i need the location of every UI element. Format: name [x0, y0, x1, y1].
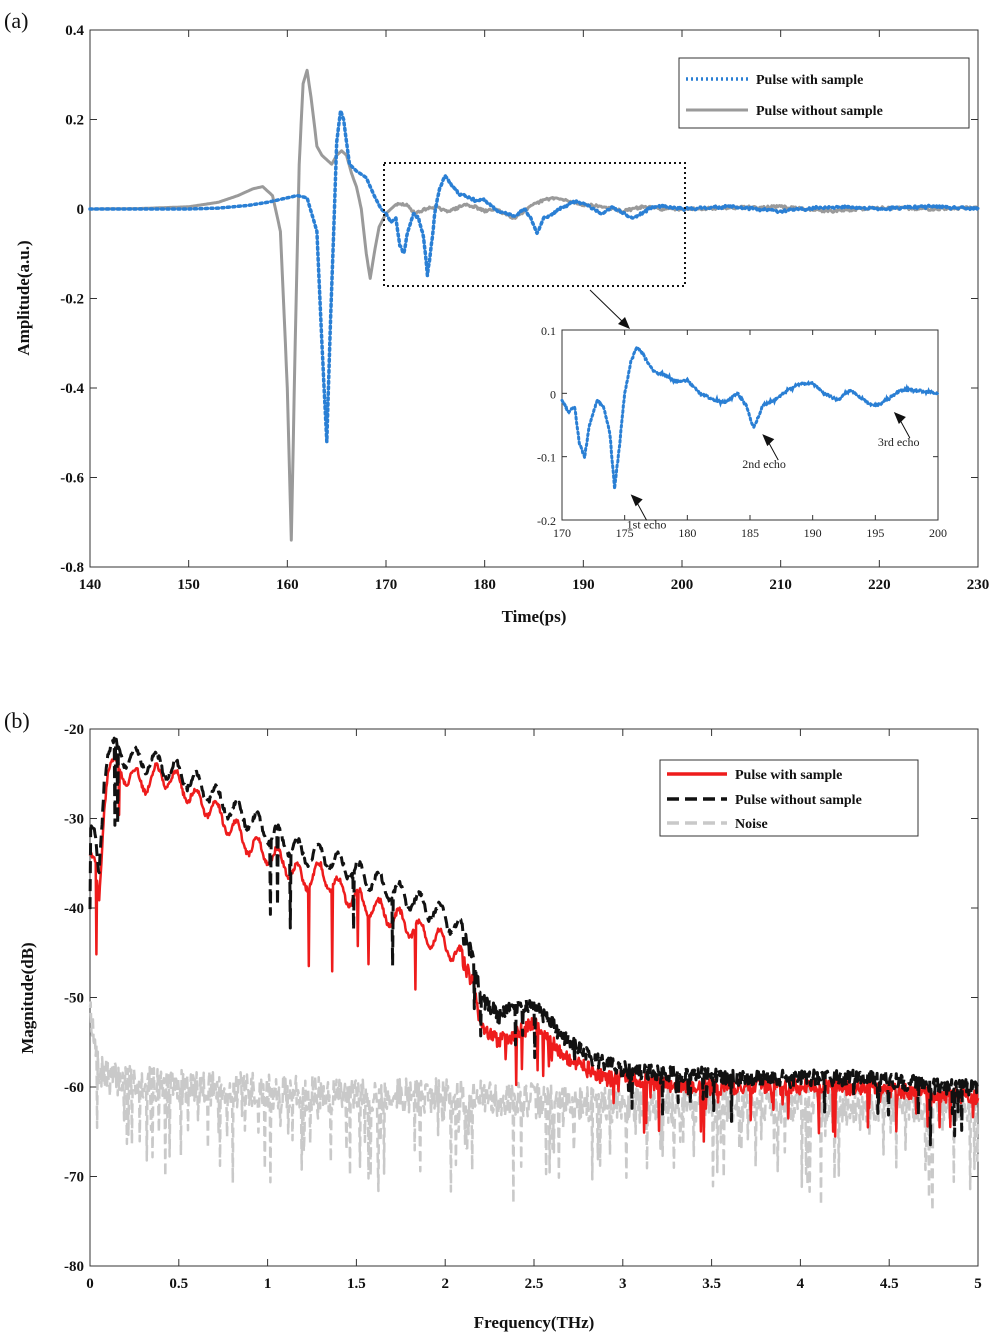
panel-b-x-tick-label: 3 [619, 1276, 627, 1292]
panel-a-x-tick-label: 180 [473, 577, 496, 593]
inset-plot-area [561, 329, 939, 521]
panel-a-legend-box [678, 57, 970, 129]
series-line-pulse-without-sample-a [88, 68, 980, 542]
panel-a-y-tick-label: -0.2 [60, 292, 84, 308]
panel-a-y-tick-label: -0.6 [60, 471, 84, 487]
inset-y-tick-label: 0.1 [541, 324, 556, 338]
panel-b-series [88, 736, 980, 1213]
inset-x-tick-label: 175 [616, 526, 634, 540]
panel-b-y-tick-label: -50 [64, 991, 84, 1007]
legend-label-pulse-without-sample-b: Pulse without sample [735, 793, 862, 808]
panel-b-x-tick-label: 1 [264, 1276, 272, 1292]
panel-b-x-tick-label: 4.5 [880, 1276, 899, 1292]
echo-arrowhead [893, 412, 906, 424]
panel-a-y-tick-label: 0 [77, 202, 85, 218]
panel-b-y-ticks: -80 -70 -60 -50 -40 -30 -20 [64, 722, 978, 1275]
panel-b-y-tick-label: -40 [64, 901, 84, 917]
panel-a-x-tick-label: 200 [671, 577, 694, 593]
legend-label-pulse-with-sample-a: Pulse with sample [756, 73, 863, 88]
inset-y-tick-label: 0 [550, 387, 556, 401]
panel-b-x-tick-label: 4 [797, 1276, 805, 1292]
panel-a-label: (a) [4, 8, 28, 33]
panel-a-x-tick-label: 210 [769, 577, 792, 593]
inset-series-line-pulse-with-sample [560, 344, 939, 489]
panel-a-x-axis-label: Time(ps) [502, 607, 567, 626]
inset-series [560, 344, 939, 489]
panel-a-y-axis-label: Amplitude(a.u.) [14, 240, 33, 355]
panel-b-x-tick-label: 2.5 [525, 1276, 544, 1292]
legend-label-pulse-without-sample-a: Pulse without sample [756, 104, 883, 119]
panel-a-x-tick-label: 160 [276, 577, 299, 593]
panel-b-x-tick-label: 1.5 [347, 1276, 366, 1292]
inset-x-tick-label: 190 [804, 526, 822, 540]
inset-x-tick-label: 200 [929, 526, 947, 540]
inset-x-tick-label: 185 [741, 526, 759, 540]
echo-annotation-label: 1st echo [627, 517, 667, 531]
echo-annotation-label: 3rd echo [878, 435, 920, 449]
panel-b-y-tick-label: -70 [64, 1170, 84, 1186]
panel-a-y-tick-label: 0.4 [65, 23, 84, 39]
inset-y-tick-label: -0.1 [537, 451, 556, 465]
panel-a-x-tick-label: 230 [967, 577, 990, 593]
panel-a-x-tick-label: 170 [375, 577, 398, 593]
panel-b-y-tick-label: -60 [64, 1080, 84, 1096]
panel-b-x-axis-label: Frequency(THz) [474, 1313, 595, 1332]
inset-y-tick-label: -0.2 [537, 514, 556, 528]
echo-annotation-label: 2nd echo [742, 457, 786, 471]
panel-b-x-ticks: 0 0.5 1 1.5 2 2.5 3 3.5 4 4.5 5 [86, 729, 982, 1292]
panel-a-x-tick-label: 150 [177, 577, 200, 593]
panel-a-legend: Pulse with sample Pulse without sample [678, 57, 970, 129]
panel-a-series [88, 68, 980, 542]
panel-a-x-tick-label: 140 [79, 577, 102, 593]
panel-b-y-axis-label: Magnitude(dB) [18, 942, 37, 1053]
zoom-pointer-arrowhead [618, 317, 630, 329]
panel-b-x-tick-label: 2 [441, 1276, 449, 1292]
echo-arrowhead [762, 434, 775, 447]
panel-b-x-tick-label: 3.5 [702, 1276, 721, 1292]
zoom-region-box [383, 162, 686, 287]
inset-chart: 170 175 180 185 190 195 200 -0.2 -0.1 0 0.1 1st e… [537, 324, 947, 540]
inset-x-ticks: 170 175 180 185 190 195 200 [553, 330, 947, 540]
panel-a-x-tick-label: 220 [868, 577, 891, 593]
echo-arrowhead [630, 494, 643, 507]
series-line-pulse-with-sample-a [88, 108, 980, 444]
legend-label-noise: Noise [735, 817, 768, 832]
inset-x-tick-label: 170 [553, 526, 571, 540]
inset-y-ticks: -0.2 -0.1 0 0.1 [537, 324, 938, 528]
panel-b-chart: (b) 0 0.5 1 1.5 2 2.5 3 3.5 4 4.5 5 -80 -70 -60 -50 -4… [4, 708, 982, 1332]
inset-x-tick-label: 195 [866, 526, 884, 540]
panel-b-y-tick-label: -30 [64, 812, 84, 828]
panel-a-x-ticks: 140 150 160 170 180 190 200 210 220 230 [79, 30, 990, 593]
panel-a-y-ticks: -0.8 -0.6 -0.4 -0.2 0 0.2 0.4 [60, 23, 978, 576]
panel-b-y-tick-label: -20 [64, 722, 84, 738]
zoom-pointer-line [589, 289, 627, 326]
panel-b-legend: Pulse with sample Pulse without sample N… [659, 759, 919, 837]
panel-a-y-tick-label: 0.2 [65, 113, 84, 129]
series-line-pulse-without-sample-b [88, 736, 979, 1147]
inset-x-tick-label: 180 [678, 526, 696, 540]
panel-b-y-tick-label: -80 [64, 1259, 84, 1275]
legend-label-pulse-with-sample-b: Pulse with sample [735, 768, 842, 783]
panel-b-x-tick-label: 5 [974, 1276, 982, 1292]
panel-a-y-tick-label: -0.4 [60, 381, 84, 397]
inset-annotations: 1st echo 2nd echo 3rd echo [627, 412, 920, 531]
panel-b-x-tick-label: 0 [86, 1276, 94, 1292]
series-line-noise [88, 1001, 980, 1213]
panel-a-x-tick-label: 190 [572, 577, 595, 593]
panel-a-y-tick-label: -0.8 [60, 560, 84, 576]
panel-b-x-tick-label: 0.5 [169, 1276, 188, 1292]
panel-a-chart: (a) 140 150 160 170 180 190 200 210 220 230 -0.8-… [4, 8, 989, 626]
panel-b-label: (b) [4, 708, 30, 733]
